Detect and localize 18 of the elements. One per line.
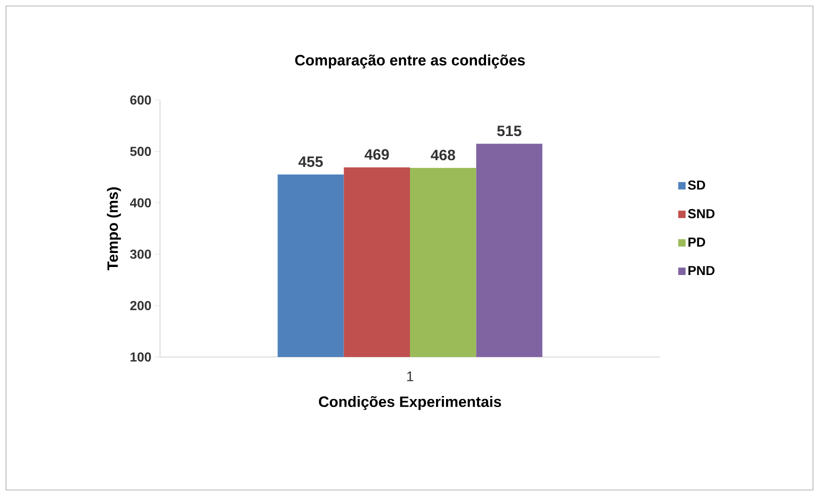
y-tick-label: 200 [130, 300, 151, 310]
legend-label: SD [688, 180, 706, 190]
legend-label: PD [688, 238, 706, 247]
y-tick-label: 300 [130, 250, 151, 259]
y-tick-label: 400 [130, 198, 151, 208]
chart-title: Comparação entre as condições [295, 54, 525, 68]
data-label: 468 [430, 150, 456, 160]
x-axis-title: Condições Experimentais [318, 396, 502, 410]
legend-label: PND [688, 266, 715, 276]
data-label: 469 [364, 149, 389, 160]
data-label: 515 [497, 126, 522, 136]
y-tick-label: 100 [130, 352, 151, 362]
data-label: 455 [298, 156, 323, 167]
y-tick-label: 600 [130, 95, 151, 105]
legend-label: SND [688, 209, 715, 218]
y-tick-label: 500 [130, 146, 151, 156]
x-tick-label: 1 [407, 372, 414, 382]
y-axis-title: Tempo (ms) [106, 187, 121, 270]
